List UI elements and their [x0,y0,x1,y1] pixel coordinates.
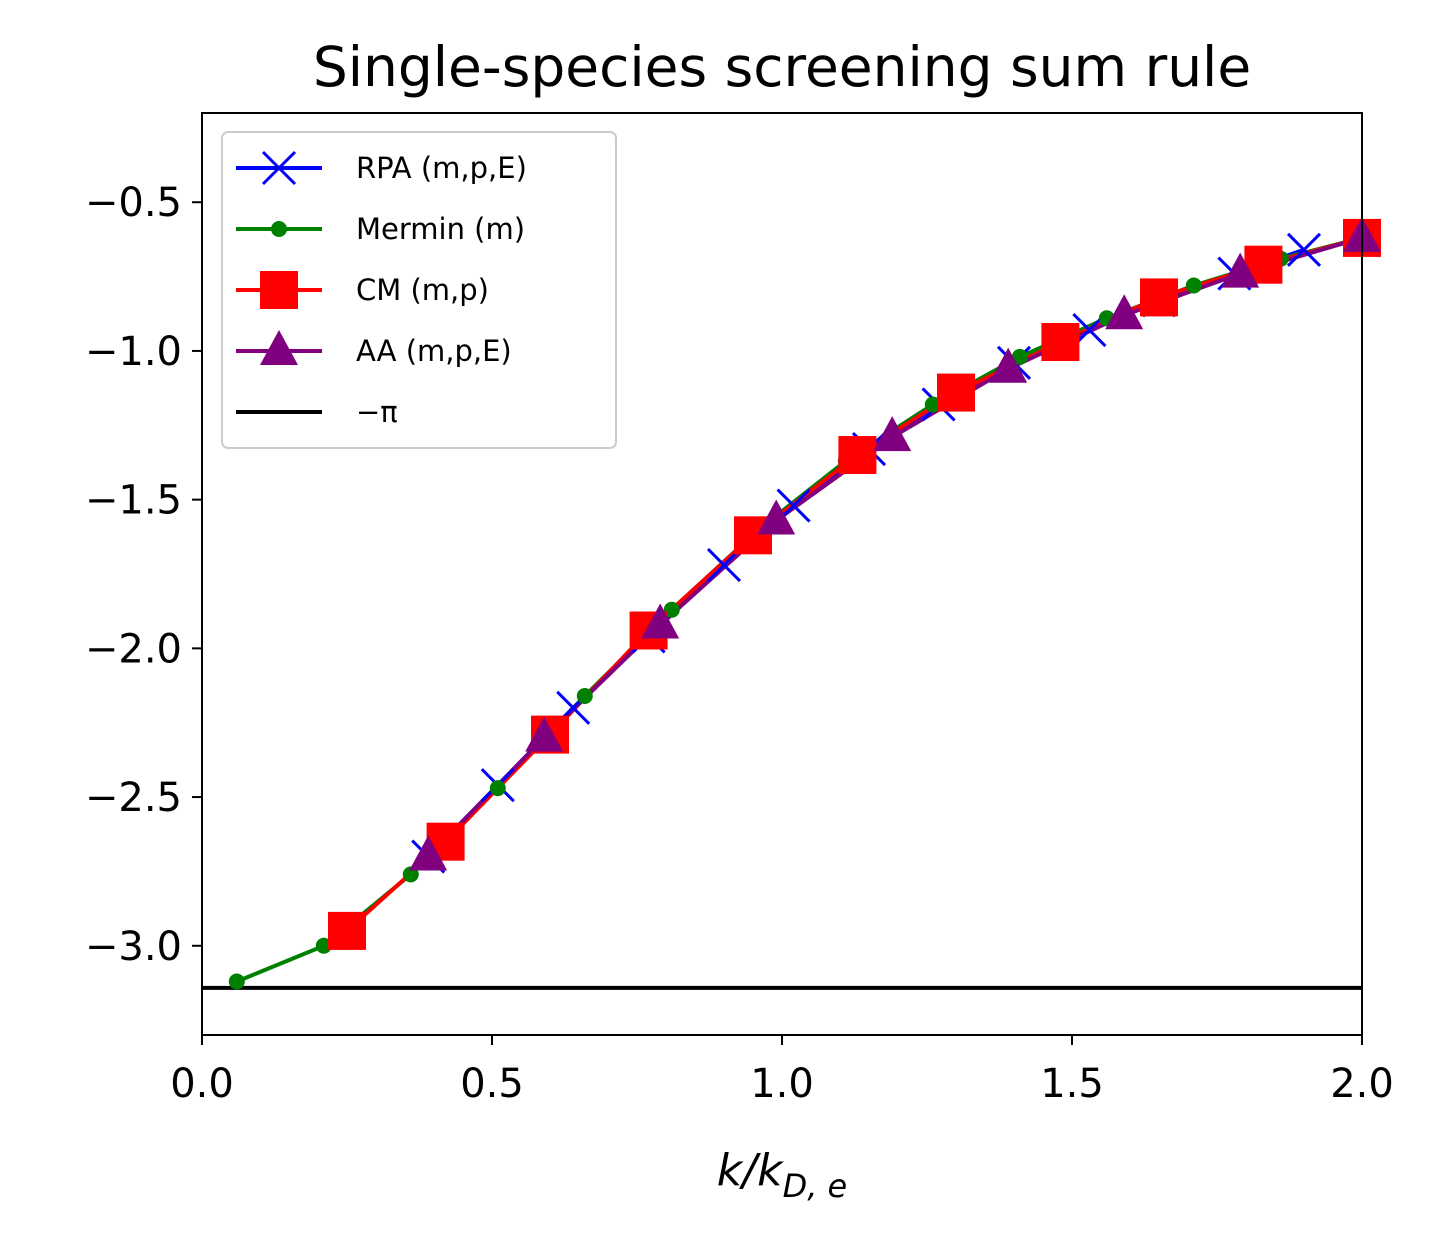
y-tick-label: −3.0 [85,924,182,970]
series-3-point [409,835,448,871]
legend-label: RPA (m,p,E) [356,151,527,185]
series-2-point [838,436,877,475]
legend-label: CM (m,p) [356,273,489,307]
legend-marker [271,221,287,237]
series-0-point [1286,232,1322,267]
series-1-point [489,780,506,797]
y-tick-label: −0.5 [85,180,182,226]
y-axis: −3.0 −2.5 −2.0 −1.5 −1.0 −0.5 [85,180,202,970]
x-tick-label: 2.0 [1330,1061,1394,1107]
legend-label: Mermin (m) [356,212,525,246]
y-tick-label: −1.5 [85,478,182,524]
legend-entry: RPA (m,p,E) [236,150,527,186]
x-tick-label: 1.0 [750,1061,814,1107]
legend-frame [221,131,617,449]
x-axis: 0.0 0.5 1.0 1.5 2.0 [170,1035,1394,1107]
series-1-point [1185,277,1202,294]
y-tick-label: −2.0 [85,626,182,672]
legend-label: −π [356,395,398,429]
series-2-point [1041,323,1080,362]
legend-label: AA (m,p,E) [356,334,512,368]
chart-title: Single-species screening sum rule [313,35,1251,99]
series-3-point [989,347,1028,383]
series-1-point [924,396,941,413]
series-1-point [663,601,680,618]
legend: RPA (m,p,E) Mermin (m) CM (m,p) AA (m,p,E) −… [221,131,617,449]
series-3-point [1221,252,1260,288]
series-3-point [757,499,796,535]
legend-entry: AA (m,p,E) [236,330,512,368]
legend-marker [261,150,297,186]
series-3-point [1105,294,1144,330]
legend-entry: −π [236,395,398,429]
series-1-point [228,973,245,990]
series-3-point [525,716,564,752]
x-tick-label: 0.5 [460,1061,524,1107]
x-axis-label-subscript: D, e [783,1167,848,1205]
x-tick-label: 1.5 [1040,1061,1104,1107]
series-1-point [315,937,332,954]
series-2-point [328,911,366,950]
legend-entry: Mermin (m) [236,212,525,246]
y-tick-label: −2.5 [85,775,182,821]
y-tick-label: −1.0 [85,329,182,375]
series-3-point [641,603,680,639]
marker-layer [228,216,1381,990]
series-2-point [937,373,975,412]
series-1-point [576,687,593,704]
series-0-point [706,548,742,583]
x-tick-label: 0.0 [170,1061,234,1107]
series-3-point [873,416,912,452]
legend-marker [260,330,298,365]
series-2-point [1140,278,1178,317]
series-1-point [1011,348,1028,365]
legend-entry: CM (m,p) [236,271,489,309]
legend-marker [260,271,298,309]
x-axis-label-main: k/k [717,1145,784,1196]
x-axis-label: k/kD, e [717,1145,847,1205]
